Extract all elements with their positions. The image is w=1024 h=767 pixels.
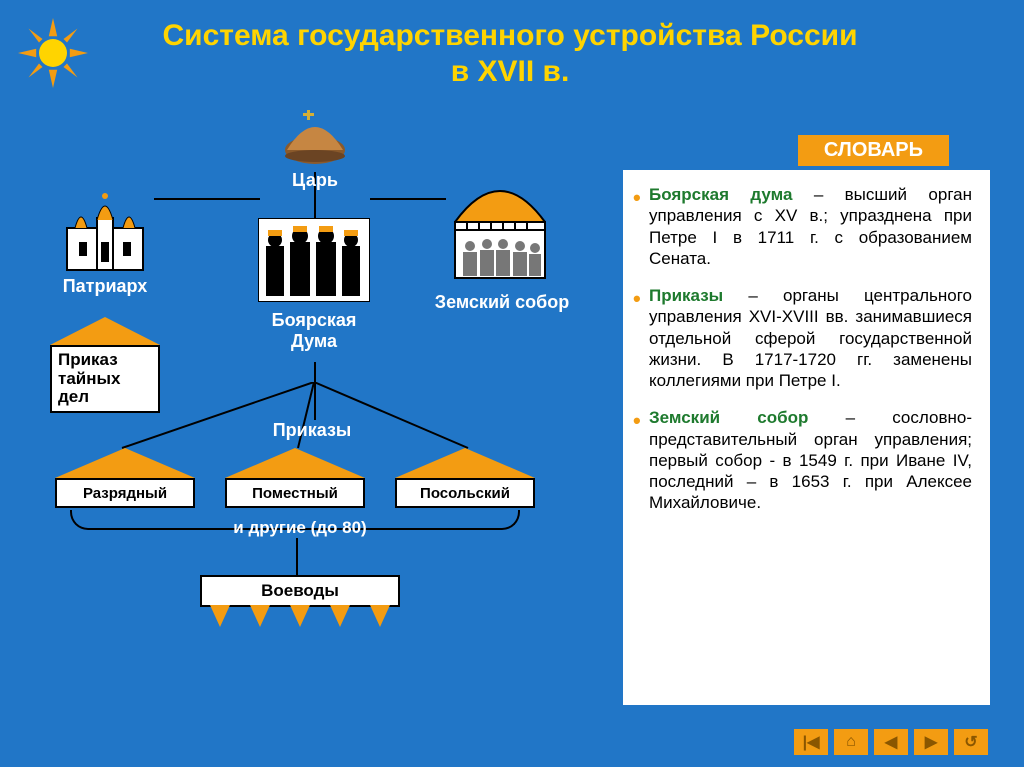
nav-first-button[interactable]: |◀	[794, 729, 828, 755]
dict-entry: Приказы – органы центрального управления…	[649, 285, 972, 391]
dict-term: Земский собор	[649, 408, 808, 427]
sun-icon	[18, 18, 88, 88]
house-pomestny: Поместный	[225, 448, 365, 508]
house-label: Разрядный	[55, 478, 195, 508]
line	[370, 198, 446, 200]
down-arrow-icon	[250, 605, 270, 627]
boyar-duma-label: Боярская Дума	[258, 310, 370, 352]
house-razryadny: Разрядный	[55, 448, 195, 508]
hierarchy-diagram: Царь Патриарх Приказ тайных дел	[0, 100, 600, 720]
crown-icon	[275, 110, 355, 165]
roof-icon	[395, 448, 535, 478]
dictionary-tab: СЛОВАРЬ	[798, 135, 949, 166]
dict-entry: Земский собор – сословно-представительны…	[649, 407, 972, 513]
dict-term: Приказы	[649, 286, 723, 305]
prikazy-label: Приказы	[262, 420, 362, 441]
boyars-icon	[258, 218, 370, 302]
sobor-icon	[445, 172, 555, 282]
down-arrow-icon	[290, 605, 310, 627]
nav-prev-button[interactable]: ◀	[874, 729, 908, 755]
other-prikazy-label: и другие (до 80)	[160, 518, 440, 538]
nav-next-button[interactable]: ▶	[914, 729, 948, 755]
church-icon	[55, 188, 155, 273]
line	[296, 538, 298, 576]
voevody-box: Воеводы	[200, 575, 400, 607]
house-posolsky: Посольский	[395, 448, 535, 508]
tsar-label: Царь	[290, 170, 340, 191]
prikazy-houses: Разрядный Поместный Посольский	[55, 448, 535, 513]
roof-icon	[225, 448, 365, 478]
voevody-arrows	[200, 605, 400, 635]
line	[154, 198, 260, 200]
nav-home-button[interactable]: ⌂	[834, 729, 868, 755]
down-arrow-icon	[210, 605, 230, 627]
down-arrow-icon	[330, 605, 350, 627]
patriarch-label: Патриарх	[55, 276, 155, 297]
page-title: Система государственного устройства Росс…	[150, 18, 870, 90]
roof-icon	[55, 448, 195, 478]
house-label: Посольский	[395, 478, 535, 508]
dictionary-panel: Боярская дума – высший орган управления …	[620, 170, 990, 705]
nav-bar: |◀ ⌂ ◀ ▶ ↺	[794, 729, 988, 755]
dict-term: Боярская дума	[649, 185, 792, 204]
nav-reload-button[interactable]: ↺	[954, 729, 988, 755]
prikaz-tayn-box: Приказ тайных дел	[50, 345, 160, 413]
roof-icon	[50, 317, 160, 345]
zemsky-sobor-label: Земский собор	[422, 292, 582, 313]
dict-entry: Боярская дума – высший орган управления …	[649, 184, 972, 269]
house-label: Поместный	[225, 478, 365, 508]
down-arrow-icon	[370, 605, 390, 627]
